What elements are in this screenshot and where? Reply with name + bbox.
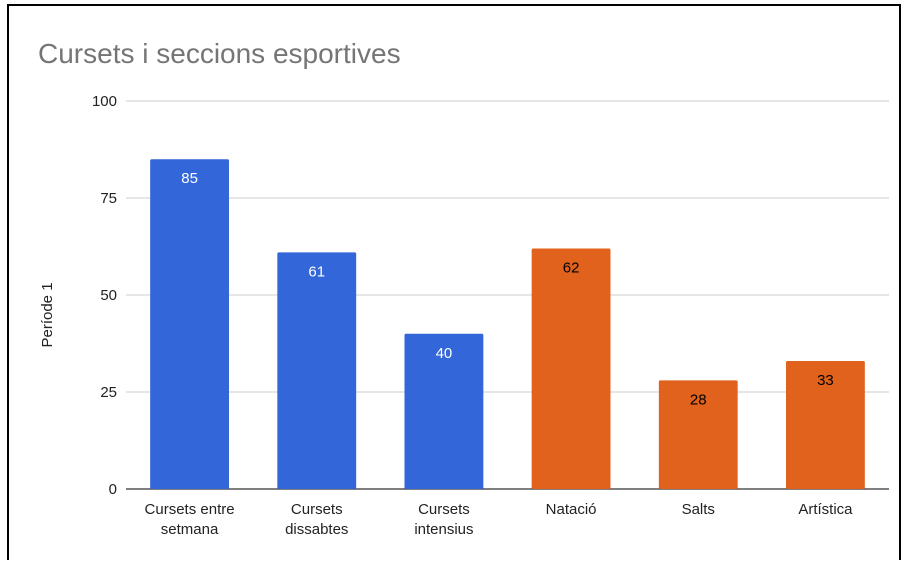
- x-tick-label: Cursets entre setmana: [145, 501, 235, 538]
- y-axis-label: Període 1: [39, 282, 56, 347]
- bar: [658, 380, 738, 489]
- bar-data-label: 28: [690, 391, 707, 408]
- x-tick-label: Natació: [546, 501, 597, 518]
- x-tick-label: Artística: [798, 501, 853, 518]
- bar: [404, 333, 484, 489]
- bar: [785, 360, 865, 489]
- bar-data-label: 85: [181, 170, 198, 187]
- bar-data-label: 62: [563, 259, 580, 276]
- y-tick-label: 0: [109, 481, 117, 498]
- bar-data-label: 61: [308, 263, 325, 280]
- chart-title: Cursets i seccions esportives: [38, 38, 401, 69]
- x-tick-label: Cursets intensius: [414, 501, 473, 538]
- x-tick-label: Cursets dissabtes: [285, 501, 348, 538]
- bar: [277, 252, 357, 489]
- bar: [150, 159, 230, 489]
- bar-data-label: 40: [436, 345, 453, 362]
- y-tick-label: 75: [100, 190, 117, 207]
- bar: [531, 248, 611, 489]
- y-tick-label: 50: [100, 287, 117, 304]
- x-tick-label: Salts: [682, 501, 715, 518]
- y-tick-label: 100: [92, 93, 117, 110]
- bar-data-label: 33: [817, 372, 834, 389]
- y-tick-label: 25: [100, 384, 117, 401]
